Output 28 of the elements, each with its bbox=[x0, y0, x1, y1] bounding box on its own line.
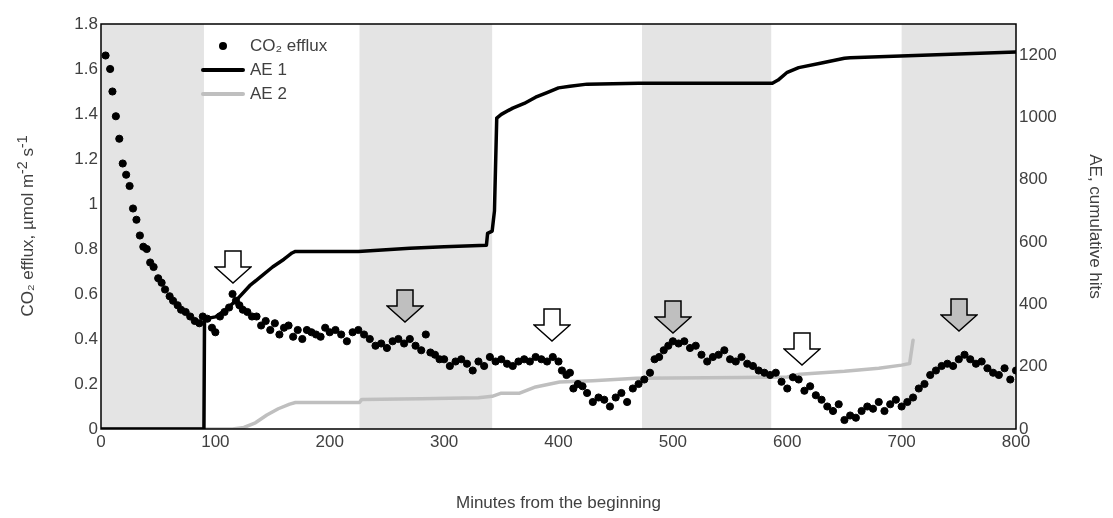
y-tick-label: 1.2 bbox=[74, 148, 98, 168]
y-tick-label: 0 bbox=[88, 418, 98, 438]
x-tick-label: 100 bbox=[201, 431, 230, 451]
y2-tick-label: 1000 bbox=[1019, 107, 1057, 127]
x-tick-label: 600 bbox=[773, 431, 802, 451]
x-tick-label: 300 bbox=[429, 431, 459, 451]
y-tick-label: 1.6 bbox=[74, 58, 98, 78]
x-axis-title: Minutes from the beginning bbox=[455, 493, 662, 513]
y-tick-label: 0.2 bbox=[74, 373, 98, 393]
x-tick-label: 200 bbox=[315, 431, 344, 451]
x-tick-label: 400 bbox=[544, 431, 573, 451]
x-tick-label: 500 bbox=[658, 431, 688, 451]
y2-axis-title: AE, cumulative hits bbox=[1086, 154, 1106, 299]
y-tick-label: 1.8 bbox=[74, 13, 98, 33]
y2-tick-label: 200 bbox=[1019, 356, 1048, 376]
y2-tick-label: 1200 bbox=[1019, 44, 1057, 64]
y2-tick-label: 800 bbox=[1019, 169, 1048, 189]
y-tick-label: 0.6 bbox=[74, 283, 98, 303]
legend-label: CO₂ efflux bbox=[250, 35, 328, 57]
y2-tick-label: 600 bbox=[1019, 231, 1048, 251]
legend-label: AE 2 bbox=[250, 83, 287, 105]
legend-label: AE 1 bbox=[250, 59, 287, 81]
y-tick-label: 0.8 bbox=[74, 238, 98, 258]
y-tick-label: 1.4 bbox=[74, 103, 98, 123]
y2-tick-label: 400 bbox=[1019, 294, 1048, 314]
y-tick-label: 0.4 bbox=[74, 328, 98, 348]
y-tick-label: 1 bbox=[88, 193, 98, 213]
x-tick-label: 700 bbox=[887, 431, 916, 451]
